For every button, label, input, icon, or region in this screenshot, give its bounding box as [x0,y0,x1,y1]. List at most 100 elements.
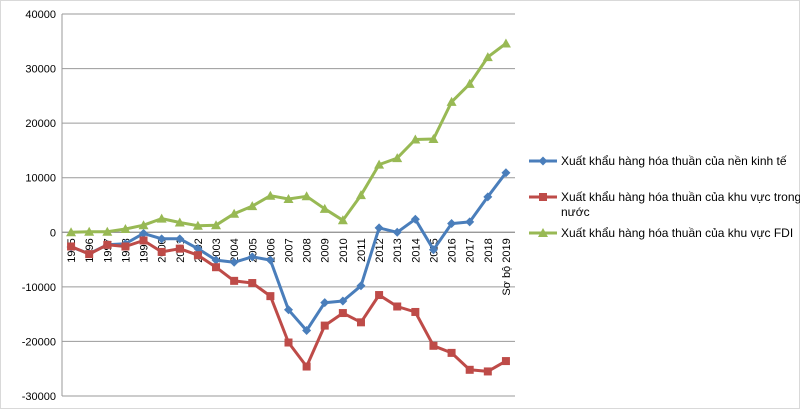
legend-label: Xuất khẩu hàng hóa thuần của khu vực tro… [561,190,800,204]
y-tick-label: 30000 [25,64,56,76]
data-point-series-1 [428,245,438,255]
data-point-series-3 [301,191,312,201]
data-point-series-1 [157,234,167,244]
x-tick-label: 2017 [465,238,477,262]
y-tick-label: -10000 [22,282,56,294]
legend-marker-1 [538,156,548,166]
data-point-series-2 [429,341,438,350]
data-point-series-3 [66,227,77,237]
data-point-series-2 [103,240,112,249]
x-tick-label: 2008 [302,238,314,262]
data-point-series-1 [229,257,239,267]
series-line-3 [71,42,507,234]
data-point-series-1 [320,298,330,308]
x-tick-label: 2016 [447,238,459,262]
data-point-series-2 [356,318,365,327]
x-tick-label: 2009 [320,238,332,262]
data-point-series-3 [120,224,131,234]
y-tick-label: 40000 [25,9,56,21]
data-point-series-1 [374,223,384,233]
data-point-series-3 [355,190,366,200]
data-point-series-2 [85,250,94,259]
data-point-series-2 [447,348,456,357]
data-point-series-3 [319,203,330,213]
x-tick-label: 2018 [483,238,495,262]
data-point-series-3 [283,193,294,203]
data-point-series-3 [174,217,185,227]
y-tick-label: 10000 [25,173,56,185]
data-point-series-3 [410,134,421,144]
x-tick-label: 2011 [356,238,368,262]
data-point-series-2 [320,321,329,330]
data-point-series-1 [465,217,475,227]
data-point-series-2 [501,357,510,366]
y-tick-label: -30000 [22,391,56,403]
data-point-series-3 [229,208,240,218]
data-point-series-1 [392,227,402,237]
data-point-series-3 [392,153,403,163]
data-point-series-1 [483,192,493,202]
data-point-series-1 [211,255,221,265]
x-tick-label: 2004 [229,238,241,262]
data-point-series-1 [247,252,257,262]
data-point-series-2 [338,309,347,318]
data-point-series-3 [156,213,167,223]
y-tick-label: 20000 [25,118,56,130]
data-point-series-3 [247,201,258,211]
data-point-series-1 [338,296,348,306]
data-point-series-3 [482,52,493,62]
data-point-series-3 [464,78,475,88]
data-point-series-3 [374,159,385,169]
data-point-series-3 [337,215,348,225]
legend-marker-2 [539,193,547,201]
x-tick-label: 1995 [66,238,78,262]
data-point-series-2 [193,251,202,260]
legend-label: nước [561,205,590,219]
x-tick-label: 2010 [338,238,350,262]
data-point-series-1 [139,228,149,238]
legend-marker-3 [538,228,548,237]
series-group [66,38,511,376]
x-tick-label: 2007 [284,238,296,262]
data-point-series-2 [212,263,221,272]
data-point-series-3 [446,96,457,106]
data-point-series-1 [356,281,366,291]
legend-label: Xuất khẩu hàng hóa thuần của khu vực FDI [561,226,793,240]
x-tick-label: 2003 [211,238,223,262]
data-point-series-2 [230,276,239,285]
data-point-series-3 [500,38,511,48]
data-point-series-2 [175,244,184,253]
data-point-series-3 [84,226,95,236]
data-point-series-1 [193,244,203,254]
data-point-series-2 [139,236,148,245]
data-point-series-2 [284,338,293,347]
data-point-series-1 [410,214,420,224]
data-point-series-1 [175,234,185,244]
x-tick-label: 2006 [265,238,277,262]
data-point-series-2 [266,292,275,301]
data-point-series-2 [121,242,130,251]
legend: Xuất khẩu hàng hóa thuần của nền kinh tế… [529,154,800,240]
data-point-series-2 [248,279,257,288]
data-point-series-2 [465,365,474,374]
data-point-series-2 [483,367,492,376]
data-point-series-3 [211,220,222,230]
data-point-series-2 [302,362,311,371]
data-point-series-2 [393,302,402,311]
data-point-series-2 [375,291,384,300]
data-point-series-3 [102,226,113,236]
data-point-series-3 [265,190,276,200]
data-point-series-3 [192,220,203,230]
data-point-series-1 [447,219,457,229]
data-point-series-2 [411,307,420,316]
y-tick-label: 0 [50,227,56,239]
data-point-series-1 [501,168,511,178]
y-tick-label: -20000 [22,336,56,348]
x-tick-label: Sơ bộ 2019 [501,238,513,295]
x-tick-label: 2014 [410,238,422,262]
data-point-series-1 [284,305,293,315]
data-point-series-3 [138,220,149,230]
data-point-series-1 [302,326,312,336]
